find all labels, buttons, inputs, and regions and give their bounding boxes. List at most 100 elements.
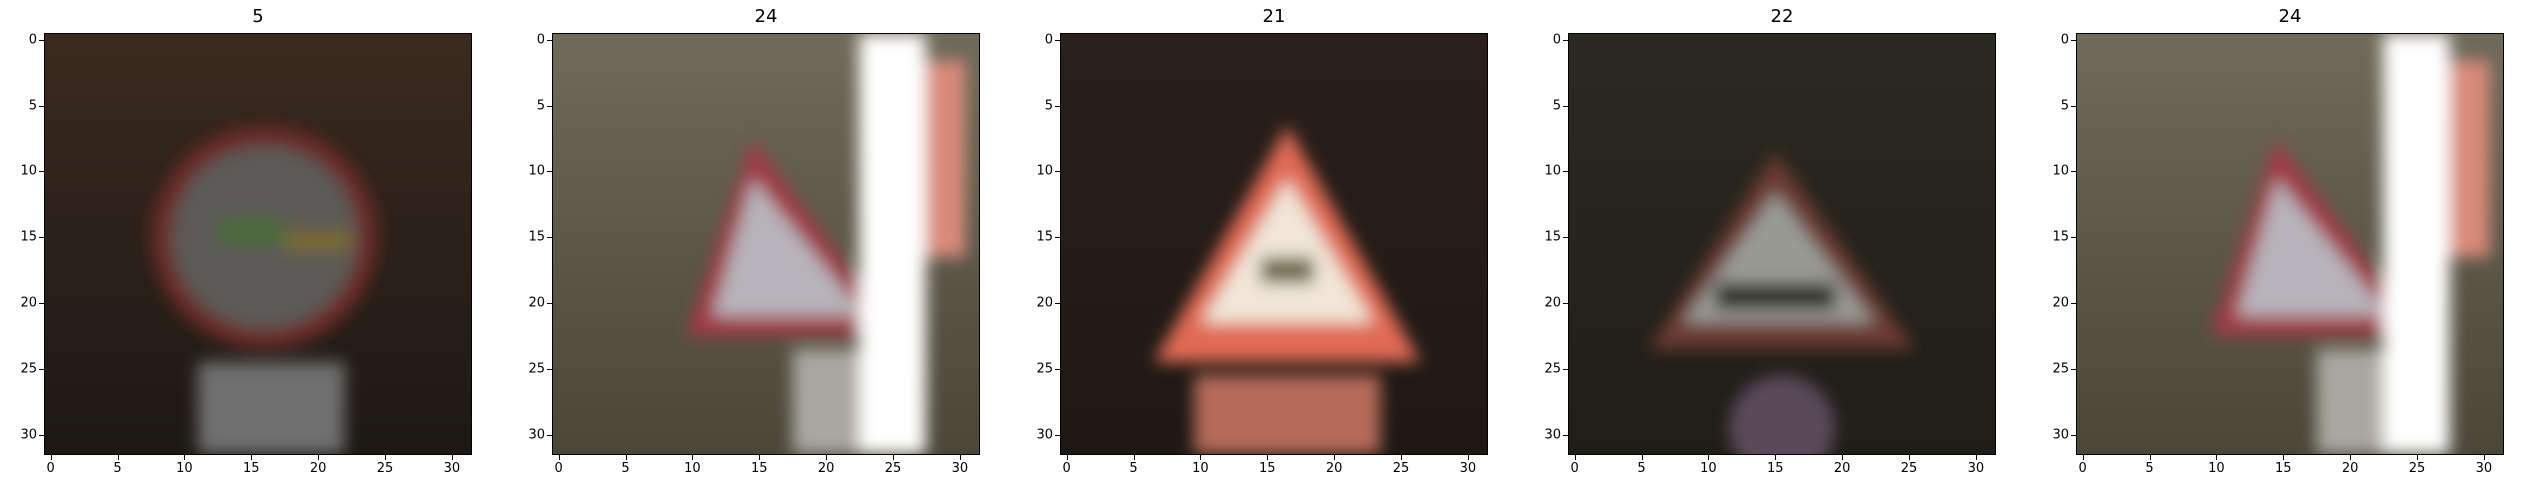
x-tick-label: 10 bbox=[2208, 461, 2225, 476]
y-tick-label: 10 bbox=[1036, 163, 1053, 179]
x-tick-mark bbox=[959, 455, 961, 460]
x-tick-label: 0 bbox=[1062, 461, 1071, 476]
y-tick-label: 5 bbox=[536, 98, 545, 114]
sign-image bbox=[553, 34, 979, 454]
y-tick-mark bbox=[1563, 303, 1568, 305]
x-tick-mark bbox=[1708, 455, 1710, 460]
y-tick-mark bbox=[2071, 105, 2076, 107]
x-tick-mark bbox=[1842, 455, 1844, 460]
x-tick-mark bbox=[2216, 455, 2218, 460]
x-tick-label: 30 bbox=[1967, 461, 1985, 476]
x-tick-mark bbox=[318, 455, 320, 460]
x-tick-label: 25 bbox=[376, 461, 394, 476]
panel-title: 21 bbox=[1262, 6, 1286, 27]
x-tick-label: 10 bbox=[1192, 461, 1209, 476]
x-tick-mark bbox=[2417, 455, 2419, 460]
x-tick-label: 5 bbox=[113, 461, 122, 476]
y-tick-mark bbox=[1055, 39, 1060, 41]
y-tick-label: 0 bbox=[2060, 32, 2069, 48]
y-tick-mark bbox=[547, 303, 552, 305]
y-tick-mark bbox=[1055, 237, 1060, 239]
image-plot-area bbox=[552, 33, 980, 455]
x-tick-mark bbox=[826, 455, 828, 460]
x-tick-label: 25 bbox=[2408, 461, 2426, 476]
x-tick-label: 5 bbox=[1637, 461, 1646, 476]
x-tick-label: 0 bbox=[1570, 461, 1579, 476]
y-tick-label: 0 bbox=[536, 32, 545, 48]
x-tick-label: 5 bbox=[621, 461, 630, 476]
y-tick-mark bbox=[1563, 105, 1568, 107]
x-tick-label: 10 bbox=[1700, 461, 1717, 476]
y-tick-label: 25 bbox=[2052, 361, 2069, 377]
x-tick-label: 20 bbox=[2341, 461, 2359, 476]
x-tick-label: 20 bbox=[1325, 461, 1343, 476]
y-tick-label: 10 bbox=[1544, 163, 1561, 179]
y-tick-mark bbox=[547, 39, 552, 41]
y-tick-label: 15 bbox=[1544, 229, 1561, 245]
image-plot-area bbox=[44, 33, 472, 455]
x-tick-label: 15 bbox=[2275, 461, 2292, 476]
x-tick-label: 30 bbox=[443, 461, 461, 476]
x-tick-label: 0 bbox=[46, 461, 55, 476]
y-tick-mark bbox=[2071, 369, 2076, 371]
sign-image bbox=[2077, 34, 2503, 454]
y-tick-mark bbox=[1055, 303, 1060, 305]
x-tick-mark bbox=[2283, 455, 2285, 460]
x-tick-mark bbox=[1066, 455, 1068, 460]
x-tick-label: 10 bbox=[176, 461, 193, 476]
y-tick-label: 15 bbox=[20, 229, 37, 245]
y-tick-label: 25 bbox=[1544, 361, 1561, 377]
y-tick-mark bbox=[1055, 105, 1060, 107]
x-tick-mark bbox=[1401, 455, 1403, 460]
y-tick-mark bbox=[39, 303, 44, 305]
y-tick-mark bbox=[1055, 369, 1060, 371]
x-tick-mark bbox=[625, 455, 627, 460]
panel-title: 24 bbox=[754, 6, 778, 27]
y-tick-label: 20 bbox=[2052, 295, 2069, 311]
x-tick-label: 30 bbox=[2475, 461, 2493, 476]
y-tick-mark bbox=[1563, 39, 1568, 41]
x-tick-label: 30 bbox=[1459, 461, 1477, 476]
y-tick-label: 30 bbox=[1544, 427, 1561, 443]
y-tick-mark bbox=[1563, 435, 1568, 437]
x-tick-label: 0 bbox=[554, 461, 563, 476]
x-tick-mark bbox=[2350, 455, 2352, 460]
x-tick-mark bbox=[1334, 455, 1336, 460]
x-tick-label: 5 bbox=[1129, 461, 1138, 476]
x-tick-mark bbox=[558, 455, 560, 460]
x-tick-mark bbox=[2149, 455, 2151, 460]
y-tick-mark bbox=[1563, 237, 1568, 239]
x-tick-label: 25 bbox=[884, 461, 902, 476]
x-tick-mark bbox=[1133, 455, 1135, 460]
y-tick-mark bbox=[547, 171, 552, 173]
y-tick-mark bbox=[39, 435, 44, 437]
image-panel: 22 0 5 10 15 20 25 30 0 5 10 15 20 25 30 bbox=[1544, 0, 2016, 493]
x-tick-mark bbox=[692, 455, 694, 460]
y-tick-label: 30 bbox=[528, 427, 545, 443]
y-tick-label: 0 bbox=[1044, 32, 1053, 48]
y-tick-label: 15 bbox=[2052, 229, 2069, 245]
x-tick-label: 20 bbox=[817, 461, 835, 476]
y-tick-label: 10 bbox=[528, 163, 545, 179]
y-tick-mark bbox=[1563, 171, 1568, 173]
x-tick-mark bbox=[1775, 455, 1777, 460]
x-tick-mark bbox=[1641, 455, 1643, 460]
y-tick-label: 0 bbox=[28, 32, 37, 48]
image-panel: 21 0 5 10 15 20 25 30 0 5 10 15 20 25 30 bbox=[1036, 0, 1508, 493]
x-tick-mark bbox=[117, 455, 119, 460]
x-tick-mark bbox=[893, 455, 895, 460]
y-tick-mark bbox=[39, 369, 44, 371]
x-tick-mark bbox=[385, 455, 387, 460]
image-panel: 5 0 5 10 15 20 25 30 0 5 10 15 20 25 30 bbox=[20, 0, 492, 493]
x-tick-label: 5 bbox=[2145, 461, 2154, 476]
y-tick-label: 20 bbox=[20, 295, 37, 311]
image-panel: 24 0 5 10 15 20 25 30 0 5 10 15 20 25 30 bbox=[2052, 0, 2524, 493]
image-panel: 24 0 5 10 15 20 25 30 0 5 10 15 20 25 30 bbox=[528, 0, 1000, 493]
x-tick-label: 15 bbox=[1259, 461, 1276, 476]
x-tick-mark bbox=[759, 455, 761, 460]
y-tick-label: 25 bbox=[20, 361, 37, 377]
y-tick-label: 25 bbox=[528, 361, 545, 377]
x-tick-label: 15 bbox=[1767, 461, 1784, 476]
y-tick-label: 15 bbox=[528, 229, 545, 245]
sign-image bbox=[45, 34, 471, 454]
